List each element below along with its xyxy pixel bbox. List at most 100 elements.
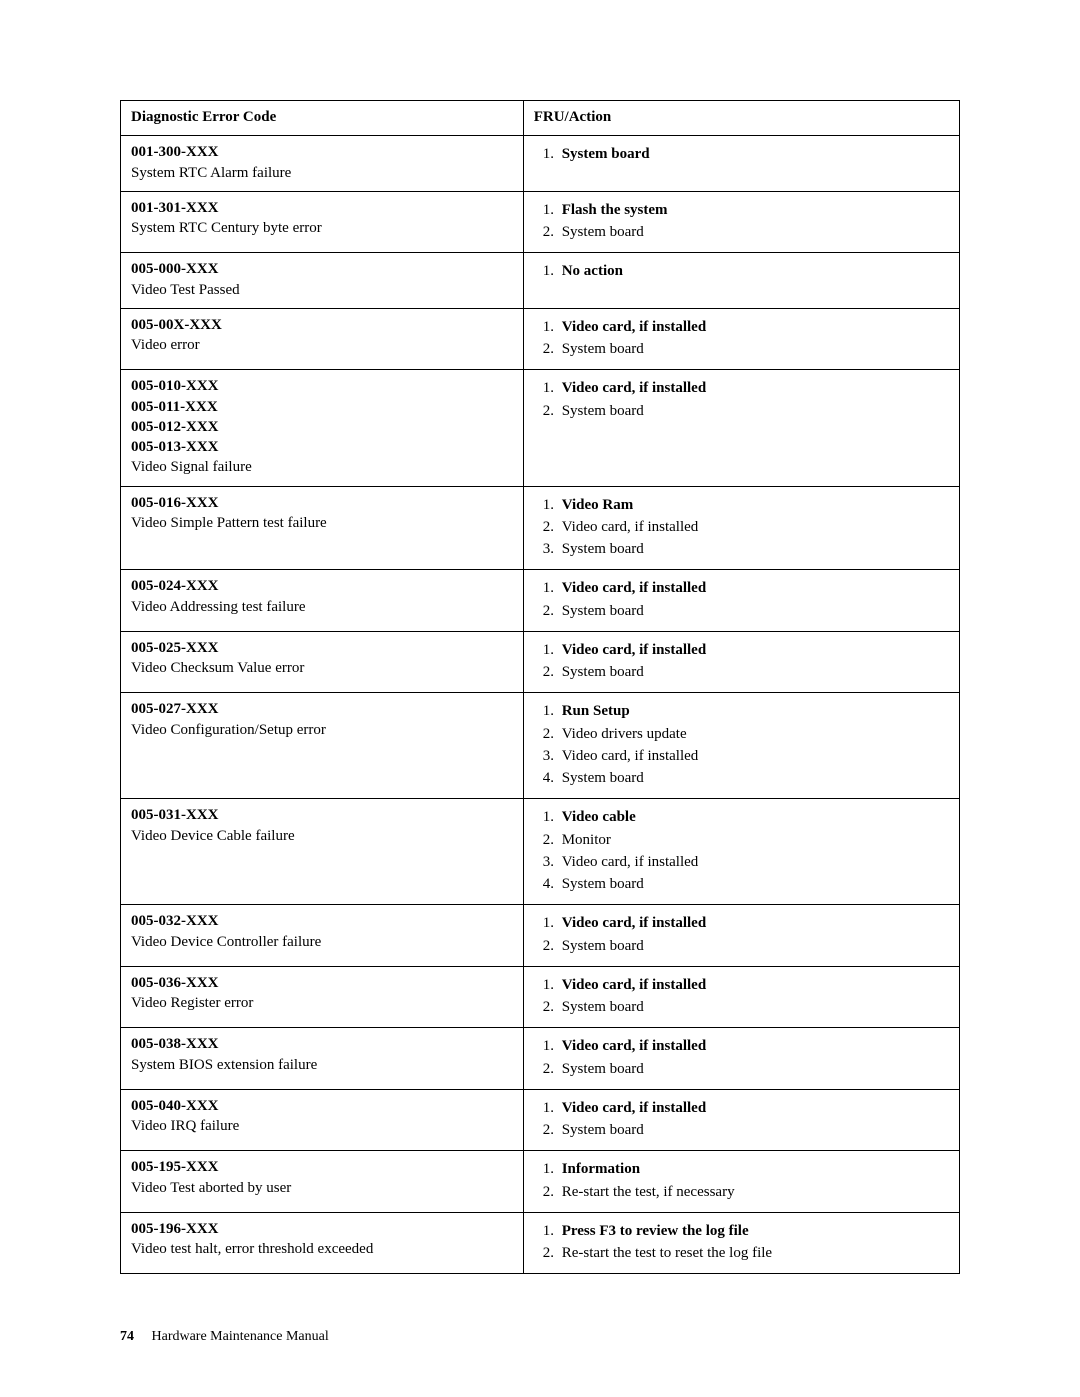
error-description: System RTC Alarm failure bbox=[131, 163, 513, 183]
action-cell: Press F3 to review the log fileRe-start … bbox=[523, 1212, 959, 1274]
action-cell: Video RamVideo card, if installedSystem … bbox=[523, 486, 959, 570]
table-row: 005-00X-XXXVideo errorVideo card, if ins… bbox=[121, 308, 960, 370]
action-text: Monitor bbox=[562, 832, 611, 848]
action-text: System board bbox=[562, 541, 644, 557]
error-code-cell: 005-010-XXX005-011-XXX005-012-XXX005-013… bbox=[121, 370, 524, 486]
error-description: System BIOS extension failure bbox=[131, 1055, 513, 1075]
action-text: System board bbox=[562, 224, 644, 240]
error-code-cell: 005-031-XXXVideo Device Cable failure bbox=[121, 799, 524, 905]
error-code: 005-036-XXX bbox=[131, 973, 513, 993]
error-code: 005-00X-XXX bbox=[131, 315, 513, 335]
primary-action-text: Video card, if installed bbox=[562, 1038, 706, 1054]
page: Diagnostic Error Code FRU/Action 001-300… bbox=[0, 0, 1080, 1397]
error-code: 005-038-XXX bbox=[131, 1034, 513, 1054]
action-item: System board bbox=[558, 339, 949, 359]
table-row: 005-040-XXXVideo IRQ failureVideo card, … bbox=[121, 1089, 960, 1151]
action-item: System board bbox=[558, 997, 949, 1017]
action-list: Run Setup Video drivers update Video card,… bbox=[534, 701, 949, 788]
action-text: Re-start the test to reset the log file bbox=[562, 1245, 772, 1261]
error-code-cell: 005-016-XXXVideo Simple Pattern test fai… bbox=[121, 486, 524, 570]
primary-action-text: System board bbox=[562, 146, 650, 162]
error-description: Video IRQ failure bbox=[131, 1116, 513, 1136]
error-code-cell: 001-300-XXXSystem RTC Alarm failure bbox=[121, 136, 524, 192]
action-text: System board bbox=[562, 1061, 644, 1077]
action-list: Video card, if installed System board bbox=[534, 1036, 949, 1079]
error-description: Video Configuration/Setup error bbox=[131, 720, 513, 740]
action-text: Video drivers update bbox=[562, 726, 687, 742]
action-item: Video card, if installed bbox=[558, 1098, 949, 1118]
action-text: System board bbox=[562, 1122, 644, 1138]
action-item: Re-start the test, if necessary bbox=[558, 1182, 949, 1202]
error-code: 001-301-XXX bbox=[131, 198, 513, 218]
action-list: Video card, if installedSystem board bbox=[534, 913, 949, 956]
error-code: 001-300-XXX bbox=[131, 142, 513, 162]
error-code: 005-031-XXX bbox=[131, 805, 513, 825]
action-text: Video card, if installed bbox=[562, 748, 699, 764]
action-item: No action bbox=[558, 261, 949, 281]
action-text: System board bbox=[562, 403, 644, 419]
action-cell: No action bbox=[523, 253, 959, 309]
action-list: Video cableMonitorVideo card, if install… bbox=[534, 807, 949, 894]
action-cell: Video card, if installed System board bbox=[523, 1028, 959, 1090]
action-item: Video card, if installed bbox=[558, 913, 949, 933]
table-row: 005-038-XXXSystem BIOS extension failure… bbox=[121, 1028, 960, 1090]
error-description: Video Checksum Value error bbox=[131, 658, 513, 678]
primary-action-text: Video Ram bbox=[562, 497, 634, 513]
action-list: Video card, if installedSystem board bbox=[534, 378, 949, 421]
action-text: Re-start the test, if necessary bbox=[562, 1184, 735, 1200]
error-description: Video Simple Pattern test failure bbox=[131, 513, 513, 533]
action-item: Flash the system bbox=[558, 200, 949, 220]
action-item: Run Setup bbox=[558, 701, 949, 721]
action-text: System board bbox=[562, 341, 644, 357]
action-item: Video card, if installed bbox=[558, 317, 949, 337]
error-code: 005-000-XXX bbox=[131, 259, 513, 279]
action-text: System board bbox=[562, 603, 644, 619]
action-item: Video card, if installed bbox=[558, 1036, 949, 1056]
action-list: InformationRe-start the test, if necessa… bbox=[534, 1159, 949, 1202]
action-cell: Flash the system System board bbox=[523, 191, 959, 253]
action-cell: System board bbox=[523, 136, 959, 192]
error-code-cell: 005-195-XXXVideo Test aborted by user bbox=[121, 1151, 524, 1213]
action-item: Video card, if installed bbox=[558, 640, 949, 660]
table-row: 005-024-XXXVideo Addressing test failure… bbox=[121, 570, 960, 632]
action-item: System board bbox=[558, 539, 949, 559]
error-description: Video error bbox=[131, 335, 513, 355]
table-row: 005-196-XXXVideo test halt, error thresh… bbox=[121, 1212, 960, 1274]
action-cell: Video card, if installed System board bbox=[523, 1089, 959, 1151]
error-description: Video Device Controller failure bbox=[131, 932, 513, 952]
error-code-cell: 005-00X-XXXVideo error bbox=[121, 308, 524, 370]
table-row: 005-000-XXXVideo Test Passed No action bbox=[121, 253, 960, 309]
action-list: Video card, if installedSystem board bbox=[534, 640, 949, 683]
action-cell: Video card, if installedSystem board bbox=[523, 631, 959, 693]
header-diagnostic-code: Diagnostic Error Code bbox=[121, 101, 524, 136]
primary-action-text: Run Setup bbox=[562, 703, 630, 719]
action-cell: Video card, if installedSystem board bbox=[523, 905, 959, 967]
action-item: System board bbox=[558, 768, 949, 788]
primary-action-text: No action bbox=[562, 263, 623, 279]
doc-title: Hardware Maintenance Manual bbox=[152, 1329, 329, 1344]
action-list: Press F3 to review the log fileRe-start … bbox=[534, 1221, 949, 1264]
error-code: 005-010-XXX bbox=[131, 376, 513, 396]
action-item: System board bbox=[558, 1059, 949, 1079]
action-cell: Video card, if installed System board bbox=[523, 570, 959, 632]
action-item: Video card, if installed bbox=[558, 975, 949, 995]
primary-action-text: Flash the system bbox=[562, 202, 668, 218]
page-number: 74 bbox=[120, 1329, 134, 1344]
action-item: Video card, if installed bbox=[558, 578, 949, 598]
table-row: 005-036-XXXVideo Register errorVideo car… bbox=[121, 966, 960, 1028]
error-description: Video Device Cable failure bbox=[131, 826, 513, 846]
error-code-cell: 005-040-XXXVideo IRQ failure bbox=[121, 1089, 524, 1151]
action-item: Re-start the test to reset the log file bbox=[558, 1243, 949, 1263]
action-cell: Video cableMonitorVideo card, if install… bbox=[523, 799, 959, 905]
action-cell: Video card, if installed System board bbox=[523, 308, 959, 370]
error-code: 005-032-XXX bbox=[131, 911, 513, 931]
error-code: 005-196-XXX bbox=[131, 1219, 513, 1239]
action-text: System board bbox=[562, 999, 644, 1015]
error-code-cell: 005-038-XXXSystem BIOS extension failure bbox=[121, 1028, 524, 1090]
action-list: No action bbox=[534, 261, 949, 281]
primary-action-text: Video card, if installed bbox=[562, 915, 706, 931]
diagnostic-error-table: Diagnostic Error Code FRU/Action 001-300… bbox=[120, 100, 960, 1274]
action-item: Video cable bbox=[558, 807, 949, 827]
error-code-cell: 005-000-XXXVideo Test Passed bbox=[121, 253, 524, 309]
error-code-cell: 001-301-XXXSystem RTC Century byte error bbox=[121, 191, 524, 253]
